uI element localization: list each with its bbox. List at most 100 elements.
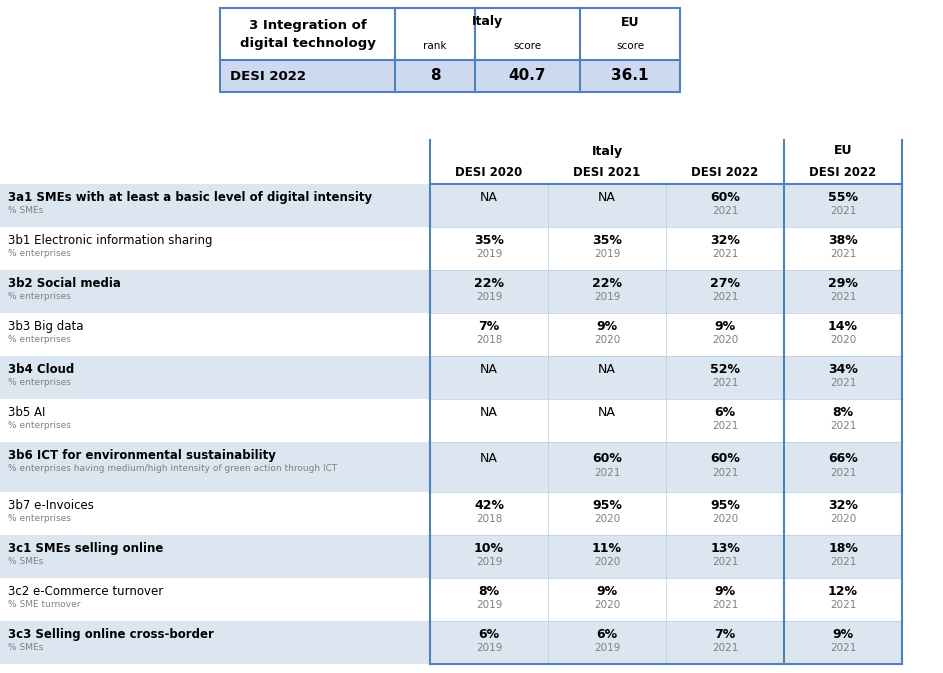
Text: % enterprises: % enterprises: [8, 378, 71, 387]
Text: % SMEs: % SMEs: [8, 206, 43, 215]
Text: 3b6 ICT for environmental sustainability: 3b6 ICT for environmental sustainability: [8, 449, 276, 462]
Text: 11%: 11%: [592, 542, 622, 555]
Text: 6%: 6%: [478, 629, 500, 641]
Text: 2021: 2021: [830, 291, 856, 302]
Bar: [0, 356, 902, 399]
Text: EU: EU: [834, 145, 852, 157]
Text: NA: NA: [598, 406, 616, 419]
Text: NA: NA: [480, 191, 498, 205]
Text: 2021: 2021: [712, 468, 738, 478]
Text: 2020: 2020: [830, 334, 856, 345]
Text: 3b5 AI: 3b5 AI: [8, 406, 45, 419]
Text: 22%: 22%: [592, 277, 622, 290]
Text: 95%: 95%: [710, 499, 740, 512]
Text: 95%: 95%: [592, 499, 622, 512]
Text: 3b3 Big data: 3b3 Big data: [8, 320, 84, 333]
Text: 8%: 8%: [833, 406, 853, 419]
Text: 18%: 18%: [828, 542, 858, 555]
Text: 2021: 2021: [712, 378, 738, 388]
Text: 2021: 2021: [830, 468, 856, 478]
Text: 3b2 Social media: 3b2 Social media: [8, 277, 121, 290]
Bar: [0, 535, 902, 578]
Text: NA: NA: [598, 363, 616, 376]
Text: 32%: 32%: [710, 234, 740, 247]
Text: score: score: [513, 41, 541, 51]
Text: 2020: 2020: [712, 334, 738, 345]
Text: 3a1 SMEs with at least a basic level of digital intensity: 3a1 SMEs with at least a basic level of …: [8, 191, 372, 204]
Text: NA: NA: [480, 363, 498, 376]
Text: 29%: 29%: [828, 277, 858, 290]
Text: 2020: 2020: [594, 334, 620, 345]
Text: 55%: 55%: [828, 191, 858, 205]
Text: 9%: 9%: [596, 320, 618, 333]
Text: 60%: 60%: [592, 452, 622, 464]
Text: 27%: 27%: [710, 277, 740, 290]
Text: 52%: 52%: [710, 363, 740, 376]
Text: EU: EU: [620, 15, 639, 28]
Bar: [0, 313, 902, 356]
Text: 2021: 2021: [594, 468, 620, 478]
Text: 2021: 2021: [712, 291, 738, 302]
Text: 2018: 2018: [476, 513, 503, 524]
Text: score: score: [616, 41, 644, 51]
Text: 2021: 2021: [712, 557, 738, 567]
Text: 2021: 2021: [830, 248, 856, 258]
Text: 2019: 2019: [476, 248, 503, 258]
Text: 2020: 2020: [830, 513, 856, 524]
Text: 2019: 2019: [594, 643, 620, 653]
Text: rank: rank: [423, 41, 447, 51]
Text: 7%: 7%: [478, 320, 500, 333]
Text: 2021: 2021: [712, 600, 738, 610]
Bar: [0, 270, 902, 313]
Text: 2021: 2021: [830, 378, 856, 388]
Text: DESI 2022: DESI 2022: [691, 166, 758, 180]
Text: 2020: 2020: [594, 600, 620, 610]
Text: % enterprises: % enterprises: [8, 514, 71, 523]
Text: 3c1 SMEs selling online: 3c1 SMEs selling online: [8, 542, 163, 555]
Text: 9%: 9%: [596, 586, 618, 598]
Text: 10%: 10%: [474, 542, 504, 555]
Text: 3 Integration of
digital technology: 3 Integration of digital technology: [240, 18, 375, 50]
Text: 14%: 14%: [828, 320, 858, 333]
Text: 6%: 6%: [596, 629, 618, 641]
Text: 9%: 9%: [715, 586, 736, 598]
Text: 8%: 8%: [478, 586, 500, 598]
Bar: [0, 621, 902, 664]
Text: 2020: 2020: [594, 513, 620, 524]
Text: Italy: Italy: [591, 145, 622, 157]
Text: 38%: 38%: [828, 234, 858, 247]
Text: 6%: 6%: [715, 406, 736, 419]
Text: % enterprises: % enterprises: [8, 335, 71, 344]
Text: 35%: 35%: [474, 234, 504, 247]
Text: 2019: 2019: [476, 643, 503, 653]
Text: 2019: 2019: [476, 557, 503, 567]
Text: 60%: 60%: [710, 191, 740, 205]
Text: NA: NA: [480, 406, 498, 419]
Text: 3b4 Cloud: 3b4 Cloud: [8, 363, 74, 376]
Text: 2019: 2019: [594, 291, 620, 302]
Text: 60%: 60%: [710, 452, 740, 464]
Text: 13%: 13%: [710, 542, 740, 555]
Bar: [0, 492, 902, 535]
Text: 36.1: 36.1: [611, 69, 649, 83]
Text: 66%: 66%: [828, 452, 858, 464]
Text: DESI 2022: DESI 2022: [230, 69, 306, 83]
Text: 42%: 42%: [474, 499, 504, 512]
Text: % enterprises: % enterprises: [8, 249, 71, 258]
Text: 2019: 2019: [476, 291, 503, 302]
Text: 22%: 22%: [474, 277, 504, 290]
Text: 2019: 2019: [594, 248, 620, 258]
Bar: [0, 227, 902, 270]
Bar: [220, 60, 680, 92]
Text: 2021: 2021: [830, 557, 856, 567]
Text: DESI 2022: DESI 2022: [809, 166, 877, 180]
Text: DESI 2021: DESI 2021: [573, 166, 640, 180]
Text: 2021: 2021: [712, 643, 738, 653]
Text: 32%: 32%: [828, 499, 858, 512]
Text: 2019: 2019: [476, 600, 503, 610]
Text: 8: 8: [430, 69, 440, 83]
Text: % SMEs: % SMEs: [8, 557, 43, 566]
Bar: [220, 8, 680, 92]
Bar: [0, 578, 902, 621]
Bar: [0, 442, 902, 492]
